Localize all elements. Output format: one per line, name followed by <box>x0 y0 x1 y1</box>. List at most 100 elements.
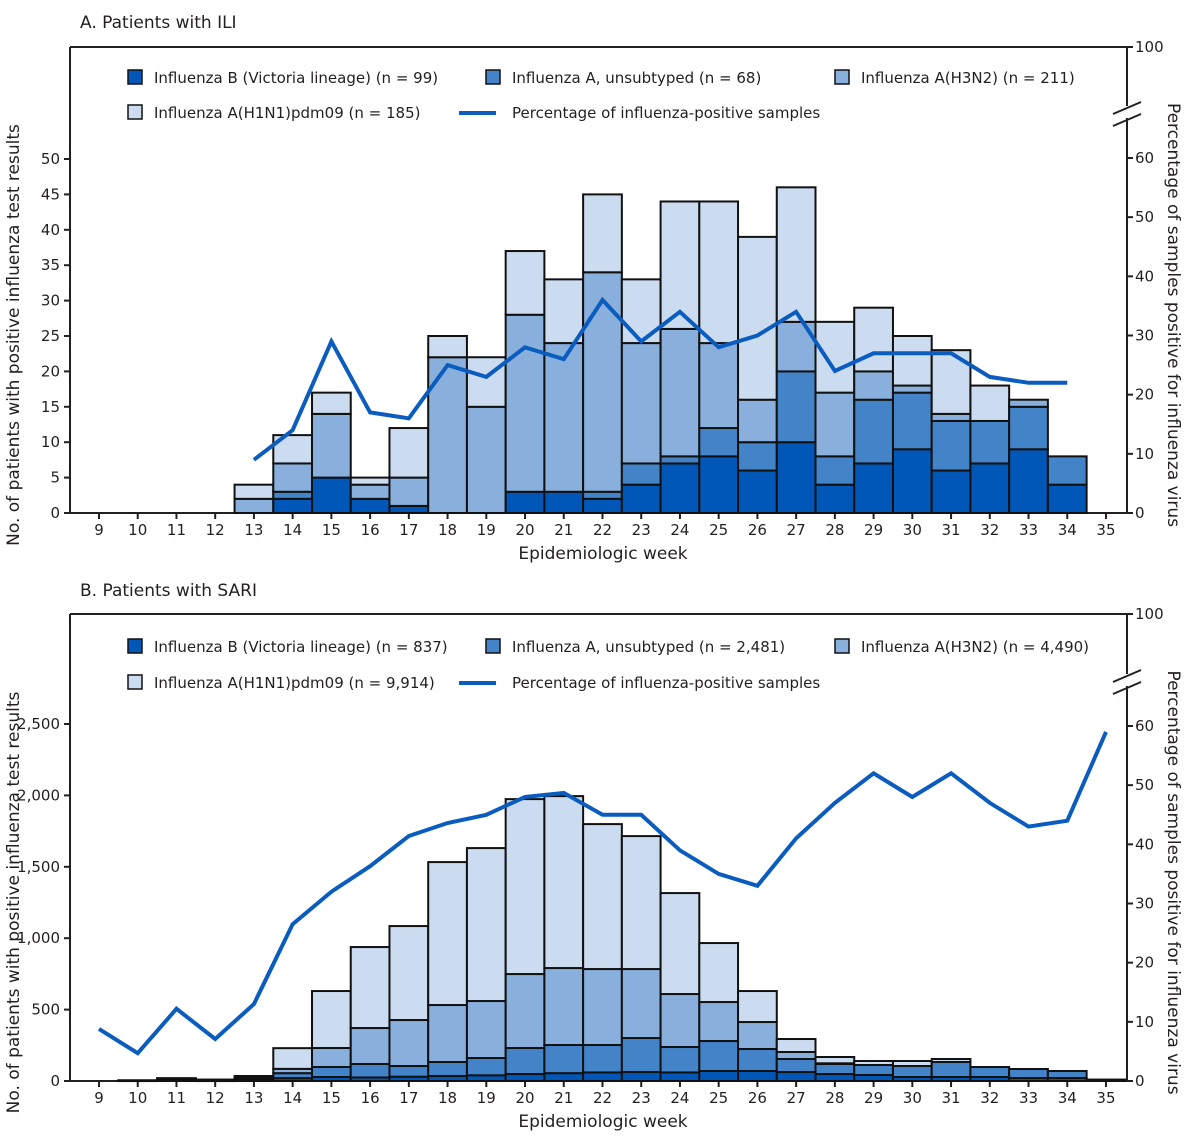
legend-swatch-h3n2 <box>834 69 850 85</box>
bar-segment-a-unsubtyped <box>659 1046 701 1074</box>
bar-segment-h3n2 <box>737 1021 778 1051</box>
y-tick-label: 10 <box>41 433 60 451</box>
x-axis-title: Epidemiologic week <box>518 544 687 564</box>
bar-segment-a-unsubtyped <box>698 427 740 458</box>
bar-segment-h1n1 <box>814 1056 856 1065</box>
bar-segment-h3n2 <box>659 327 701 458</box>
x-tick-label: 13 <box>244 521 263 539</box>
bar-segment-a-unsubtyped <box>814 455 856 486</box>
bar-segment-h3n2 <box>582 271 623 493</box>
bar-segment-h1n1 <box>891 1060 933 1068</box>
bar-segment-a-unsubtyped <box>582 1044 623 1074</box>
legend-swatch-a-unsubtyped <box>485 638 501 654</box>
bar-segment-influenza-b <box>582 1071 623 1083</box>
bar-segment-h1n1 <box>659 892 701 996</box>
bar-segment-h1n1 <box>737 235 778 401</box>
bar-segment-h1n1 <box>620 835 662 971</box>
bar-segment-influenza-b <box>775 1071 817 1082</box>
bar-segment-a-unsubtyped <box>504 1047 546 1076</box>
percentage-line <box>252 296 1068 462</box>
x-tick-label: 14 <box>283 521 302 539</box>
bar-segment-h1n1 <box>504 798 546 976</box>
bar-segment-influenza-b <box>543 490 585 515</box>
y-right-tick-label: 0 <box>1135 1072 1145 1090</box>
bar-segment-a-unsubtyped <box>388 1065 430 1078</box>
bar-segment-h3n2 <box>465 405 507 514</box>
y-axis-title: No. of patients with positive influenza … <box>4 124 24 546</box>
x-tick-label: 32 <box>980 521 999 539</box>
legend-item: Influenza A, unsubtyped (n = 68) <box>485 69 761 87</box>
bar-segment-a-unsubtyped <box>1008 1068 1049 1080</box>
bar-segment-h1n1 <box>465 847 507 1003</box>
axis-break-mark <box>1112 681 1142 695</box>
bar-segment-h1n1 <box>853 1060 894 1067</box>
x-tick-label: 16 <box>361 521 380 539</box>
y-tick-label: 35 <box>41 256 60 274</box>
x-tick-label: 31 <box>942 521 961 539</box>
x-tick-label: 21 <box>554 1089 573 1107</box>
legend-label: Influenza B (Victoria lineage) (n = 837) <box>154 638 448 656</box>
bar-segment-h1n1 <box>272 1047 314 1070</box>
bar-segment-h1n1 <box>311 990 352 1050</box>
bar-segment-h3n2 <box>698 1001 740 1043</box>
bar-segment-h3n2 <box>737 398 778 444</box>
y-tick-label: 20 <box>41 362 60 380</box>
bar-segment-influenza-b <box>311 476 352 515</box>
panel-ili: A. Patients with ILI 0 5 10 15 20 25 30 35 40 45 50… <box>4 13 1183 564</box>
bar-segment-influenza-b <box>1085 1078 1127 1083</box>
x-tick-label: 14 <box>283 1089 302 1107</box>
bar-segment-influenza-b <box>582 497 623 514</box>
bar-segment-h3n2 <box>504 313 546 493</box>
panel-title: B. Patients with SARI <box>80 581 257 601</box>
x-tick-label: 9 <box>94 521 104 539</box>
bar-segment-h3n2 <box>814 391 856 458</box>
bar-segment-influenza-b <box>814 1073 856 1083</box>
x-tick-label: 26 <box>748 1089 767 1107</box>
bar-segment-h3n2 <box>272 462 314 493</box>
x-tick-label: 15 <box>322 1089 341 1107</box>
bar-segment-influenza-b <box>620 1071 662 1082</box>
y-right-tick-label: 30 <box>1135 895 1154 913</box>
bar-segment-h3n2 <box>388 1019 430 1068</box>
y-tick-label: 25 <box>41 327 60 345</box>
bar-segment-a-unsubtyped <box>737 1048 778 1073</box>
x-tick-label: 16 <box>361 1089 380 1107</box>
bar-segment-h1n1 <box>349 476 391 486</box>
bar-segment-h1n1 <box>427 335 468 359</box>
legend-swatch-h1n1 <box>127 104 143 120</box>
x-tick-label: 18 <box>438 1089 457 1107</box>
legend-item: Influenza A(H1N1)pdm09 (n = 9,914) <box>127 674 435 692</box>
bar-segment-a-unsubtyped <box>969 1066 1011 1079</box>
bar-segment-h3n2 <box>930 412 972 422</box>
x-tick-label: 35 <box>1096 521 1115 539</box>
x-tick-label: 22 <box>593 1089 612 1107</box>
bar-segment-influenza-b <box>659 1071 701 1083</box>
bar-segment-a-unsubtyped <box>582 490 623 500</box>
bar-segment-h1n1 <box>698 942 740 1004</box>
bar-segment-a-unsubtyped <box>272 490 314 500</box>
y-tick-label: 1,500 <box>17 858 60 876</box>
bar-segment-h3n2 <box>853 370 894 401</box>
bar-segment-h1n1 <box>117 1079 159 1082</box>
bar-segment-h3n2 <box>659 993 701 1049</box>
bar-segment-a-unsubtyped <box>891 391 933 451</box>
legend-swatch-h3n2 <box>834 638 850 654</box>
bar-segment-influenza-b <box>737 1070 778 1083</box>
x-tick-label: 17 <box>399 521 418 539</box>
bar-segment-a-unsubtyped <box>737 441 778 472</box>
legend-item: Percentage of influenza-positive samples <box>459 674 820 692</box>
bar-segment-h3n2 <box>582 968 623 1047</box>
bar-segment-h3n2 <box>349 1027 391 1066</box>
bar-segment-influenza-b <box>1046 483 1088 514</box>
bar-segment-h1n1 <box>311 391 352 415</box>
x-tick-label: 28 <box>825 521 844 539</box>
bar-segment-influenza-b <box>659 462 701 515</box>
legend-label: Influenza A(H3N2) (n = 211) <box>861 69 1075 87</box>
legend-item: Influenza B (Victoria lineage) (n = 837) <box>127 638 448 656</box>
bar-segment-a-unsubtyped <box>969 419 1011 465</box>
bar-segment-influenza-b <box>388 504 430 515</box>
y-right-tick-label: 60 <box>1135 149 1154 167</box>
x-axis-title: Epidemiologic week <box>518 1112 687 1132</box>
x-tick-label: 18 <box>438 521 457 539</box>
x-tick-label: 19 <box>477 1089 496 1107</box>
